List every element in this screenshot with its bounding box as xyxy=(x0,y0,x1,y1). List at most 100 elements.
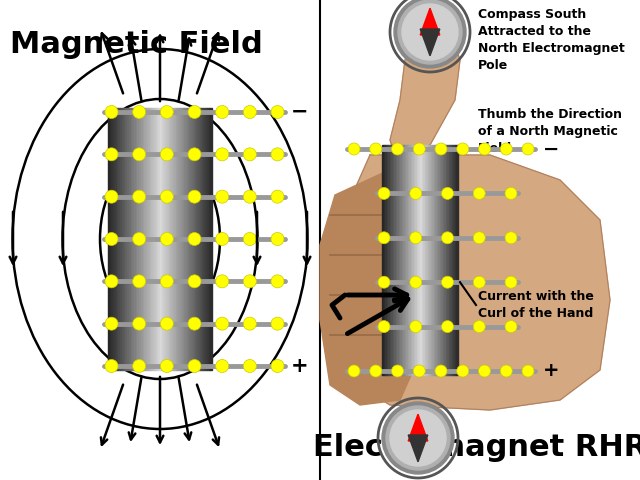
Circle shape xyxy=(216,190,228,203)
Bar xyxy=(412,145,414,375)
Circle shape xyxy=(271,148,284,161)
Circle shape xyxy=(473,276,485,288)
Bar xyxy=(424,145,426,375)
Bar xyxy=(175,108,177,370)
Circle shape xyxy=(505,321,517,333)
Bar xyxy=(405,145,406,375)
Bar xyxy=(188,108,189,370)
Bar xyxy=(382,145,383,375)
Circle shape xyxy=(522,365,534,377)
Bar xyxy=(200,108,202,370)
Bar xyxy=(195,108,196,370)
Circle shape xyxy=(413,365,425,377)
Circle shape xyxy=(188,232,201,245)
Bar xyxy=(174,108,175,370)
Circle shape xyxy=(216,148,228,161)
Bar xyxy=(415,145,417,375)
Circle shape xyxy=(271,106,284,119)
Circle shape xyxy=(392,365,403,377)
Circle shape xyxy=(348,365,360,377)
Text: Electromagnet RHR: Electromagnet RHR xyxy=(313,433,640,462)
Circle shape xyxy=(105,317,118,330)
Bar xyxy=(449,145,451,375)
Circle shape xyxy=(473,232,485,244)
Circle shape xyxy=(378,187,390,199)
Circle shape xyxy=(370,365,381,377)
Bar xyxy=(118,108,120,370)
Bar xyxy=(403,145,404,375)
Circle shape xyxy=(161,190,173,203)
Bar xyxy=(162,108,163,370)
Circle shape xyxy=(410,187,422,199)
Circle shape xyxy=(410,321,422,333)
Circle shape xyxy=(271,190,284,203)
Bar xyxy=(400,145,402,375)
Circle shape xyxy=(243,232,257,245)
Bar xyxy=(390,145,391,375)
Bar xyxy=(446,145,447,375)
Bar xyxy=(177,108,179,370)
Circle shape xyxy=(271,232,284,245)
Bar xyxy=(109,108,111,370)
Circle shape xyxy=(132,106,146,119)
Bar xyxy=(146,108,148,370)
Bar xyxy=(411,145,412,375)
Bar xyxy=(108,108,109,370)
Circle shape xyxy=(105,190,118,203)
Bar xyxy=(455,145,456,375)
Bar xyxy=(122,108,124,370)
Circle shape xyxy=(188,360,201,372)
Bar xyxy=(184,108,186,370)
Bar xyxy=(134,108,136,370)
Circle shape xyxy=(132,148,146,161)
Bar xyxy=(196,108,198,370)
Bar xyxy=(432,145,434,375)
Circle shape xyxy=(402,4,458,60)
Circle shape xyxy=(505,187,517,199)
Bar xyxy=(141,108,143,370)
Bar xyxy=(170,108,172,370)
Bar xyxy=(129,108,131,370)
Bar xyxy=(388,145,390,375)
Circle shape xyxy=(271,275,284,288)
Bar xyxy=(138,108,140,370)
Text: +: + xyxy=(543,361,559,381)
Circle shape xyxy=(161,360,173,372)
Bar xyxy=(436,145,438,375)
Polygon shape xyxy=(320,160,440,405)
Bar xyxy=(151,108,153,370)
Bar xyxy=(431,145,432,375)
Bar xyxy=(396,145,397,375)
Circle shape xyxy=(188,275,201,288)
Circle shape xyxy=(457,365,468,377)
Circle shape xyxy=(161,232,173,245)
Bar xyxy=(420,145,422,375)
Bar xyxy=(429,145,431,375)
Circle shape xyxy=(161,275,173,288)
Circle shape xyxy=(105,360,118,372)
Bar xyxy=(167,108,169,370)
Text: +: + xyxy=(291,356,308,376)
Bar xyxy=(113,108,115,370)
Bar xyxy=(402,145,403,375)
Bar xyxy=(193,108,195,370)
Bar xyxy=(426,145,428,375)
Bar xyxy=(443,145,444,375)
Bar xyxy=(387,145,388,375)
Bar xyxy=(406,145,408,375)
Circle shape xyxy=(522,143,534,155)
Bar xyxy=(191,108,193,370)
Bar xyxy=(414,145,415,375)
Bar xyxy=(111,108,113,370)
Bar xyxy=(440,145,442,375)
Bar xyxy=(132,108,134,370)
Circle shape xyxy=(479,365,490,377)
Circle shape xyxy=(243,275,257,288)
Circle shape xyxy=(473,187,485,199)
Circle shape xyxy=(473,321,485,333)
Circle shape xyxy=(105,148,118,161)
Circle shape xyxy=(105,106,118,119)
Circle shape xyxy=(390,410,446,466)
Bar xyxy=(182,108,184,370)
Polygon shape xyxy=(408,435,428,462)
